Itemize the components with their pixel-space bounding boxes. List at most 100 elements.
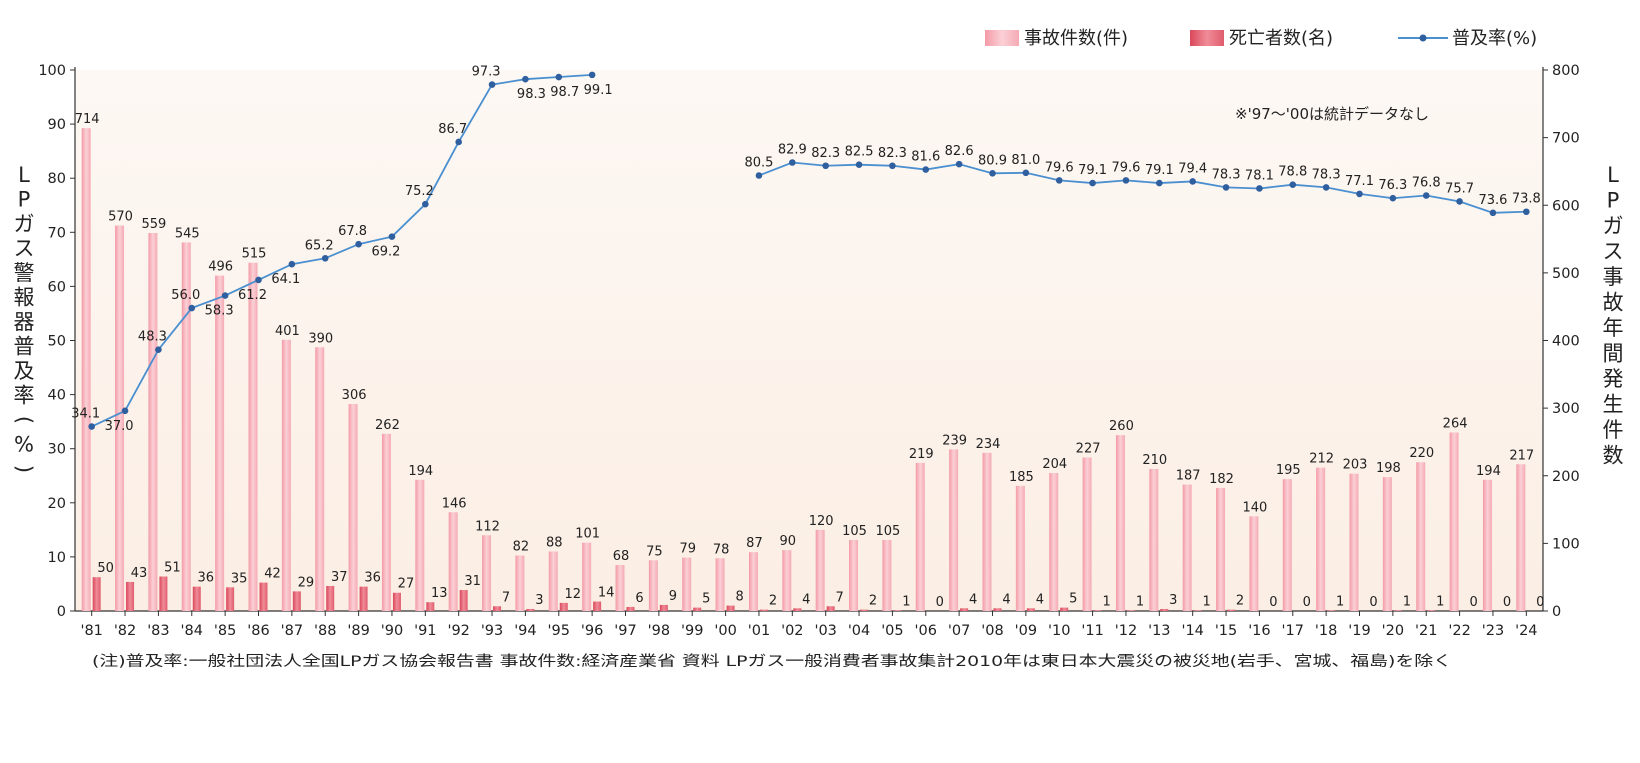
- axis-title-glyph: 普: [14, 335, 35, 359]
- rate-value-label: 86.7: [438, 122, 467, 137]
- rate-point: [1022, 169, 1030, 177]
- death-bar: [1193, 610, 1202, 611]
- x-tick-label: '04: [848, 623, 870, 639]
- axis-title-glyph: 報: [14, 286, 35, 310]
- accident-value-label: 105: [875, 524, 900, 539]
- accident-value-label: 390: [308, 331, 333, 346]
- accident-value-label: 78: [713, 542, 730, 557]
- x-tick-label: '15: [1215, 623, 1237, 639]
- death-bar: [860, 609, 869, 611]
- rate-point: [1422, 192, 1430, 199]
- bars-layer: [81, 128, 1526, 611]
- x-tick-label: '03: [814, 623, 836, 639]
- death-bar: [726, 605, 735, 611]
- accident-bar: [448, 512, 458, 611]
- x-tick-label: '08: [981, 623, 1003, 639]
- rate-point: [989, 170, 996, 177]
- accident-value-label: 140: [1242, 500, 1267, 515]
- death-value-label: 1: [1203, 594, 1211, 609]
- accident-value-label: 227: [1076, 441, 1101, 456]
- axis-title-glyph: 及: [14, 359, 35, 383]
- accident-value-label: 82: [513, 540, 530, 555]
- death-bar: [593, 601, 602, 611]
- x-tick-label: '11: [1081, 623, 1103, 639]
- death-value-label: 1: [1136, 594, 1144, 609]
- axis-title-glyph: 数: [1603, 444, 1624, 468]
- death-bar: [1093, 610, 1102, 611]
- rate-value-label: 78.1: [1245, 168, 1274, 183]
- right-tick-label: 600: [1552, 198, 1580, 214]
- right-tick-label: 700: [1552, 131, 1580, 147]
- axis-title-glyph: ス: [14, 237, 35, 261]
- death-value-label: 51: [164, 561, 181, 576]
- x-tick-label: '17: [1282, 623, 1304, 639]
- accident-bar: [1249, 516, 1259, 611]
- rate-value-label: 61.2: [238, 288, 267, 303]
- rate-point: [1189, 178, 1196, 185]
- death-value-label: 2: [1236, 594, 1244, 609]
- accident-value-label: 87: [746, 536, 763, 551]
- x-tick-label: '90: [381, 623, 403, 639]
- accident-bar: [1216, 487, 1226, 611]
- death-bar: [326, 585, 335, 611]
- death-value-label: 36: [364, 571, 381, 586]
- rate-point: [922, 166, 930, 173]
- rate-value-label: 79.1: [1145, 163, 1174, 178]
- x-tick-label: '82: [114, 623, 136, 639]
- death-bar: [1126, 610, 1135, 611]
- left-tick-label: 40: [48, 388, 66, 404]
- left-tick-label: 90: [48, 117, 66, 133]
- axis-title-glyph: 生: [1603, 393, 1624, 417]
- right-tick-label: 300: [1552, 401, 1580, 417]
- accident-bar: [315, 347, 325, 611]
- rate-value-label: 79.6: [1045, 160, 1074, 175]
- accident-bar: [1416, 462, 1426, 611]
- accident-bar: [1516, 464, 1526, 611]
- death-value-label: 1: [1403, 594, 1411, 609]
- axis-title-glyph: 率: [14, 384, 35, 408]
- accident-value-label: 212: [1309, 452, 1334, 467]
- rate-line: [91, 73, 593, 428]
- axis-title-glyph: 器: [14, 310, 35, 334]
- rate-value-label: 69.2: [371, 245, 400, 260]
- x-tick-label: '94: [514, 623, 536, 639]
- death-bar: [1227, 609, 1236, 611]
- death-value-label: 1: [1102, 594, 1110, 609]
- x-tick-label: '92: [447, 623, 469, 639]
- rate-value-label: 67.8: [338, 224, 367, 239]
- accident-bar: [81, 128, 91, 611]
- accident-bar: [148, 232, 158, 611]
- death-bar: [1026, 608, 1035, 611]
- death-bar: [559, 602, 568, 611]
- rate-value-label: 79.4: [1178, 161, 1207, 176]
- x-tick-label: '21: [1415, 623, 1437, 639]
- axis-title-glyph: ガ: [14, 212, 35, 236]
- rate-point: [155, 346, 162, 353]
- left-tick-label: 10: [48, 550, 66, 566]
- rate-point: [755, 172, 763, 179]
- death-value-label: 36: [197, 571, 214, 586]
- death-value-label: 6: [635, 591, 643, 606]
- accident-value-label: 105: [842, 524, 867, 539]
- death-value-label: 0: [936, 595, 944, 610]
- death-value-label: 50: [97, 561, 114, 576]
- death-value-label: 8: [735, 590, 743, 605]
- x-tick-label: '84: [181, 623, 203, 639]
- accident-bar: [1282, 479, 1292, 611]
- x-tick-label: '05: [881, 623, 903, 639]
- rate-point: [188, 304, 196, 312]
- accident-value-label: 234: [976, 437, 1001, 452]
- rate-point: [889, 162, 896, 170]
- accident-value-label: 210: [1142, 453, 1167, 468]
- death-value-label: 43: [131, 566, 148, 581]
- accident-bar: [582, 542, 592, 611]
- legend: 事故件数(件) 死亡者数(名) 普及率(%): [985, 28, 1537, 49]
- rate-value-label: 76.8: [1412, 176, 1441, 191]
- x-tick-label: '87: [281, 623, 303, 639]
- accident-value-label: 204: [1042, 457, 1067, 472]
- death-value-label: 12: [564, 587, 581, 602]
- rate-point: [1289, 181, 1297, 188]
